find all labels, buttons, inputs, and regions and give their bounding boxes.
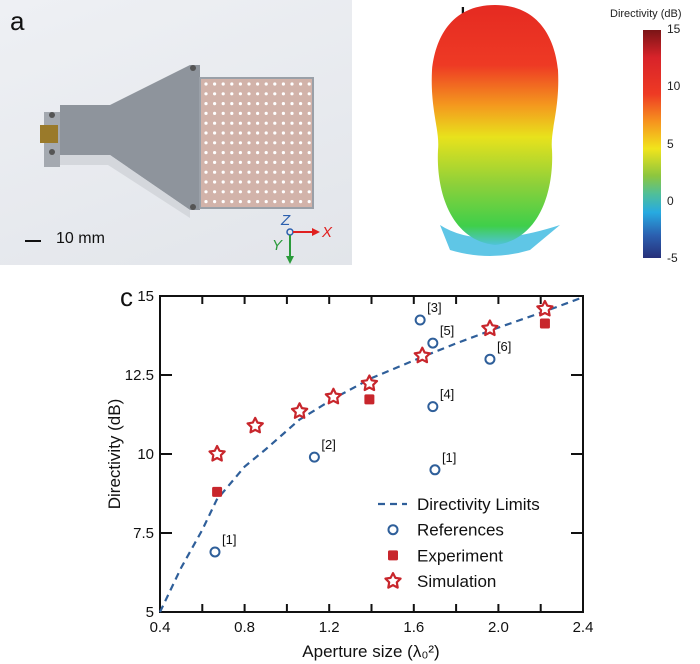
x-axis-label: Aperture size (λ₀²) [302, 642, 439, 661]
reference-label: [1] [442, 450, 456, 465]
legend-label: Simulation [417, 572, 496, 591]
data-point [308, 451, 320, 463]
panel-label-a: a [10, 6, 25, 36]
reference-label: [5] [440, 323, 454, 338]
reference-label: [6] [497, 339, 511, 354]
x-axis-label: X [322, 224, 333, 241]
colorbar-tick: -5 [667, 251, 678, 265]
legend-item: Directivity Limits [378, 495, 540, 514]
legend-marker-icon [384, 571, 402, 589]
legend-label: Experiment [417, 546, 503, 565]
data-point [429, 464, 441, 476]
scale-bar-label: 10 mm [56, 230, 105, 247]
reference-label: [2] [321, 437, 335, 452]
legend-item: Experiment [388, 546, 503, 565]
x-tick-label: 2.4 [573, 619, 594, 636]
coordinate-axes-icon [286, 228, 320, 264]
colorbar-tick: 10 [667, 79, 681, 93]
colorbar-tick: 0 [667, 194, 674, 208]
reference-label: [4] [440, 387, 454, 402]
legend-item: References [387, 521, 504, 540]
data-point [364, 394, 375, 405]
data-point [427, 337, 439, 349]
y-axis-label: Directivity (dB) [105, 399, 124, 510]
reference-label: [1] [222, 532, 236, 547]
legend-marker-icon [387, 524, 399, 536]
data-point [324, 387, 343, 405]
z-axis-label: Z [281, 212, 291, 229]
horn-antenna-illustration [40, 65, 314, 218]
y-tick-label: 5 [146, 604, 154, 621]
legend-marker-icon [388, 550, 398, 561]
colorbar-tick: 15 [667, 22, 681, 36]
colorbar [643, 30, 661, 258]
series-experiment [212, 318, 550, 497]
data-point [360, 374, 379, 392]
y-tick-label: 10 [137, 446, 154, 463]
data-point [290, 402, 309, 419]
y-tick-label: 12.5 [125, 367, 154, 384]
series-references: [1] [2] [3] [4] [5] [6] [1] [209, 300, 511, 558]
radiation-pattern-3d [431, 5, 560, 256]
y-tick-label: 7.5 [133, 525, 154, 542]
series-directivity-limits [159, 296, 584, 613]
x-tick-label: 1.6 [403, 619, 424, 636]
data-point [536, 299, 554, 317]
legend-label: Directivity Limits [417, 495, 540, 514]
data-point [481, 319, 499, 337]
data-point [212, 486, 223, 497]
colorbar-tick: 5 [667, 137, 674, 151]
data-point [539, 318, 550, 329]
data-point [209, 546, 221, 558]
legend-item: Simulation [384, 571, 496, 591]
y-axis-label: Y [272, 237, 283, 254]
data-point [427, 401, 439, 413]
x-tick-label: 0.4 [150, 619, 171, 636]
legend-label: References [417, 521, 504, 540]
scale-bar [25, 240, 41, 242]
data-point [484, 353, 496, 365]
device-photo [0, 0, 352, 265]
data-point [208, 444, 226, 462]
directivity-limit-curve [159, 296, 584, 613]
reference-label: [3] [427, 300, 441, 315]
x-tick-label: 2.0 [488, 619, 509, 636]
x-tick-label: 0.8 [234, 619, 255, 636]
y-tick-label: 15 [137, 288, 154, 305]
series-simulation [208, 299, 554, 462]
colorbar-title: Directivity (dB) [610, 8, 682, 20]
panel-label-c: c [120, 282, 133, 312]
data-point [414, 314, 426, 326]
data-point [413, 346, 431, 364]
data-point [246, 416, 264, 434]
x-tick-label: 1.2 [319, 619, 340, 636]
